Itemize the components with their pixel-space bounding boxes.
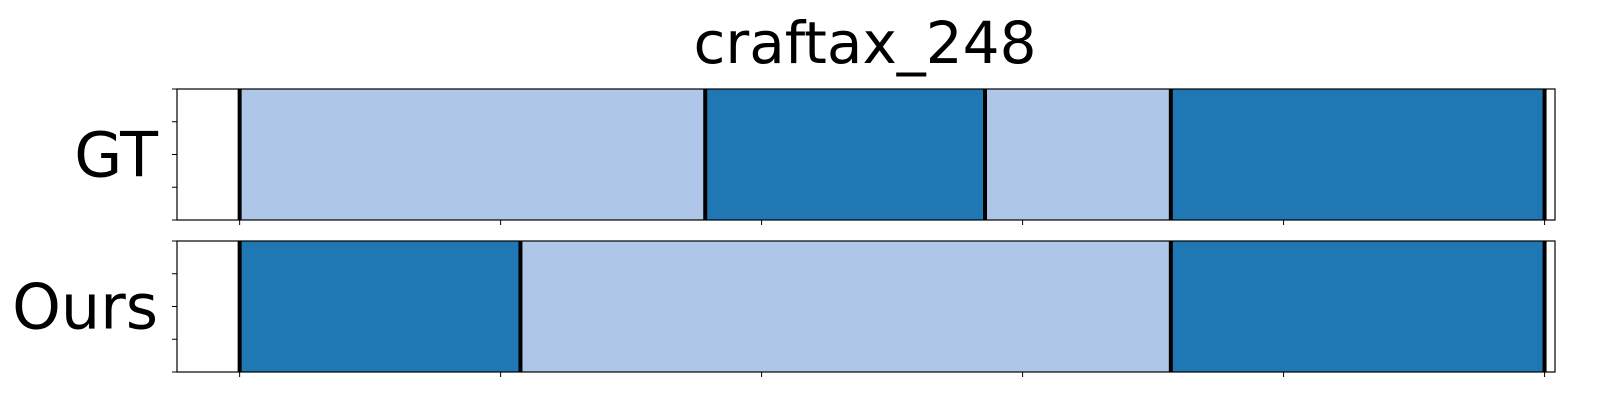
panels: GT Ours	[12, 88, 1556, 377]
row-label-gt: GT	[74, 119, 159, 192]
segment-bar	[239, 241, 521, 372]
row-label-ours: Ours	[12, 271, 158, 344]
segment-bar	[1170, 241, 1545, 372]
segment-bar	[985, 89, 1171, 220]
segment-bar	[1170, 89, 1545, 220]
panel-ours: Ours	[12, 240, 1556, 377]
segment-bar	[520, 241, 1171, 372]
panel-gt: GT	[74, 88, 1556, 225]
segment-bar	[705, 89, 986, 220]
segment-bar	[239, 89, 706, 220]
chart-title: craftax_248	[694, 9, 1037, 77]
